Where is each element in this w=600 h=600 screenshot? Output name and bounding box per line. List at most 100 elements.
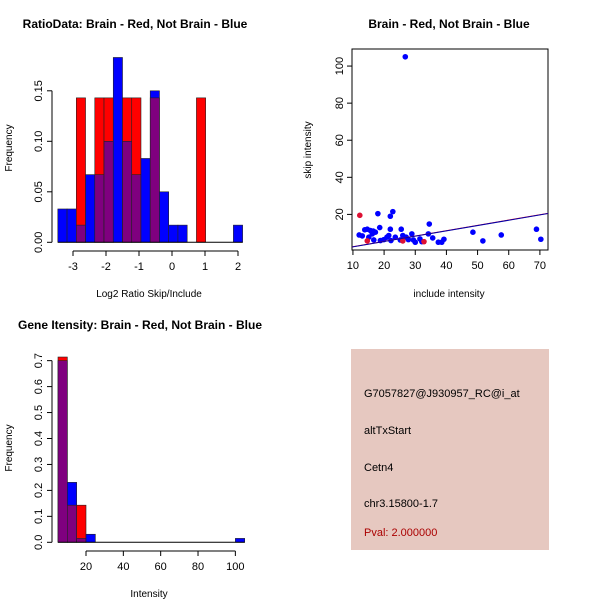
data-point — [421, 238, 427, 245]
gene-intensity-histogram: Gene Itensity: Brain - Red, Not Brain - … — [4, 318, 262, 600]
y-tick-label: 0.4 — [33, 431, 45, 446]
data-point — [480, 238, 486, 244]
x-tick-label: 0 — [169, 261, 175, 273]
regression-line — [352, 213, 548, 248]
histogram-bar — [168, 224, 179, 243]
genomic-location: chr3.15800-1.7 — [364, 498, 438, 510]
data-point — [364, 238, 371, 244]
data-point — [402, 53, 409, 60]
y-tick-label: 100 — [334, 57, 346, 75]
data-point — [369, 231, 376, 237]
data-point — [359, 233, 366, 239]
ratio-histogram-ylabel: Frequency — [4, 124, 15, 171]
scatter-xlabel: include intensity — [413, 289, 484, 300]
x-tick-label: 30 — [409, 260, 421, 272]
data-point — [375, 210, 381, 217]
histogram-bar — [85, 174, 96, 243]
x-tick-label: 2 — [235, 261, 241, 273]
histogram-bar — [112, 57, 123, 243]
histogram-bar — [196, 97, 206, 243]
y-tick-label: 0.05 — [33, 181, 45, 202]
histogram-bar — [57, 208, 68, 243]
x-tick-label: 70 — [534, 260, 546, 272]
plot-box — [351, 48, 549, 251]
histogram-bar-overlap — [149, 97, 160, 243]
probe-id: G7057827@J930957_RC@i_at — [364, 388, 520, 400]
y-tick-label: 0.2 — [33, 483, 45, 498]
histogram-bar-overlap — [94, 174, 105, 243]
data-point — [387, 226, 394, 233]
info-panel-background — [351, 349, 549, 550]
histogram-bar-overlap — [122, 141, 133, 243]
x-tick-label: -2 — [101, 261, 111, 273]
x-tick-label: 80 — [192, 561, 204, 573]
data-point — [399, 238, 406, 244]
y-tick-label: 40 — [334, 171, 346, 183]
x-tick-label: -1 — [134, 261, 144, 273]
data-point — [412, 239, 419, 246]
x-tick-label: 10 — [347, 260, 359, 272]
histogram-bar — [140, 158, 151, 243]
event-type: altTxStart — [364, 425, 411, 437]
y-tick-label: 60 — [334, 134, 346, 146]
histogram-bar — [85, 533, 96, 543]
histogram-bar-overlap — [67, 504, 77, 543]
intensity-scatter: Brain - Red, Not Brain - Blue include in… — [303, 17, 549, 300]
x-tick-label: 100 — [226, 561, 244, 573]
x-tick-label: -3 — [68, 261, 78, 273]
x-tick-label: 1 — [202, 261, 208, 273]
histogram-bar-overlap — [76, 224, 86, 243]
histogram-bar — [235, 538, 245, 543]
data-point — [385, 232, 392, 239]
histogram-bar — [66, 208, 77, 243]
x-tick-label: 20 — [378, 260, 390, 272]
data-point — [371, 237, 377, 243]
ratio-histogram-xlabel: Log2 Ratio Skip/Include — [96, 289, 202, 300]
x-tick-label: 40 — [117, 561, 129, 573]
x-tick-label: 40 — [440, 260, 452, 272]
data-point — [398, 226, 405, 233]
data-point — [405, 236, 412, 243]
y-tick-label: 0.00 — [33, 232, 45, 253]
scatter-title: Brain - Red, Not Brain - Blue — [368, 17, 530, 31]
data-point — [533, 226, 540, 233]
x-tick-label: 20 — [80, 561, 92, 573]
histogram-bar — [177, 224, 188, 243]
histogram-bar — [159, 191, 170, 243]
scatter-ylabel: skip intensity — [303, 121, 314, 178]
gene-name: Cetn4 — [364, 462, 393, 474]
x-tick-label: 50 — [471, 260, 483, 272]
data-point — [392, 234, 399, 241]
y-tick-label: 0.1 — [33, 509, 45, 524]
x-tick-label: 60 — [155, 561, 167, 573]
gene-histogram-ylabel: Frequency — [4, 424, 15, 471]
y-tick-label: 0.6 — [33, 379, 45, 394]
y-tick-label: 0.0 — [33, 535, 45, 550]
data-point — [441, 236, 447, 243]
data-point — [387, 213, 394, 220]
histogram-bar-overlap — [76, 538, 87, 543]
y-tick-label: 0.7 — [33, 353, 45, 368]
ratio-histogram: RatioData: Brain - Red, Not Brain - Blue… — [4, 17, 248, 300]
data-point — [356, 212, 363, 219]
histogram-bar-overlap — [103, 141, 114, 243]
data-point — [470, 229, 476, 235]
y-tick-label: 0.15 — [33, 80, 45, 101]
histogram-bar — [233, 224, 243, 243]
histogram-bar — [76, 97, 86, 243]
data-point — [538, 236, 544, 243]
ratio-histogram-title: RatioData: Brain - Red, Not Brain - Blue — [23, 17, 248, 31]
data-point — [390, 208, 396, 215]
data-point — [409, 231, 415, 237]
data-point — [429, 235, 436, 241]
gene-histogram-xlabel: Intensity — [130, 589, 167, 600]
y-tick-label: 0.3 — [33, 457, 45, 472]
y-tick-label: 80 — [334, 97, 346, 109]
y-tick-label: 0.5 — [33, 405, 45, 420]
y-tick-label: 0.10 — [33, 131, 45, 152]
x-tick-label: 60 — [503, 260, 515, 272]
p-value: Pval: 2.000000 — [364, 527, 437, 539]
histogram-bar-overlap — [57, 360, 68, 543]
